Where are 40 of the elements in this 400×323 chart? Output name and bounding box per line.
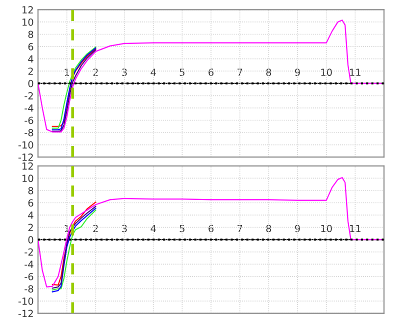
x-tick-label: 10 <box>321 68 332 76</box>
x-tick-label: 4 <box>150 224 156 232</box>
y-tick-label: 10 <box>22 174 34 182</box>
y-tick-label: -2 <box>24 92 33 100</box>
y-tick-label: -6 <box>24 272 34 280</box>
x-tick-label: 8 <box>266 68 272 76</box>
y-tick-label: 6 <box>28 199 34 207</box>
x-tick-label: 7 <box>238 68 242 76</box>
y-tick-label: 0 <box>28 80 34 88</box>
x-tick-label: 10 <box>321 224 332 232</box>
y-tick-label: -6 <box>24 116 34 124</box>
y-tick-label: -4 <box>24 104 34 112</box>
y-tick-label: -10 <box>18 141 34 149</box>
x-tick-label: 6 <box>208 224 214 232</box>
y-tick-label: -10 <box>18 298 34 305</box>
y-tick-label: -2 <box>24 248 33 256</box>
y-tick-label: 4 <box>28 212 34 219</box>
y-tick-label: 8 <box>28 30 34 38</box>
x-tick-label: 9 <box>295 68 300 76</box>
x-tick-label: 9 <box>295 224 300 232</box>
x-tick-label: 4 <box>150 68 156 76</box>
y-tick-label: 4 <box>28 55 34 63</box>
y-tick-label: -12 <box>18 310 33 318</box>
y-tick-label: 8 <box>28 186 34 194</box>
y-tick-label: -4 <box>24 260 34 268</box>
y-tick-label: -12 <box>18 154 33 161</box>
x-tick-label: 3 <box>122 68 127 76</box>
x-tick-label: 3 <box>122 224 127 232</box>
x-tick-label: 7 <box>238 224 242 232</box>
y-tick-label: -8 <box>24 285 34 293</box>
x-tick-label: 8 <box>266 224 272 232</box>
y-tick-label: -8 <box>24 128 34 136</box>
y-tick-label: 0 <box>28 236 34 244</box>
x-tick-label: 11 <box>350 224 360 232</box>
x-tick-label: 6 <box>208 68 214 76</box>
y-tick-label: 12 <box>22 6 33 14</box>
y-tick-label: 12 <box>22 162 33 170</box>
x-tick-label: 11 <box>350 68 360 76</box>
y-tick-label: 6 <box>28 43 34 50</box>
y-tick-label: 10 <box>22 18 34 26</box>
